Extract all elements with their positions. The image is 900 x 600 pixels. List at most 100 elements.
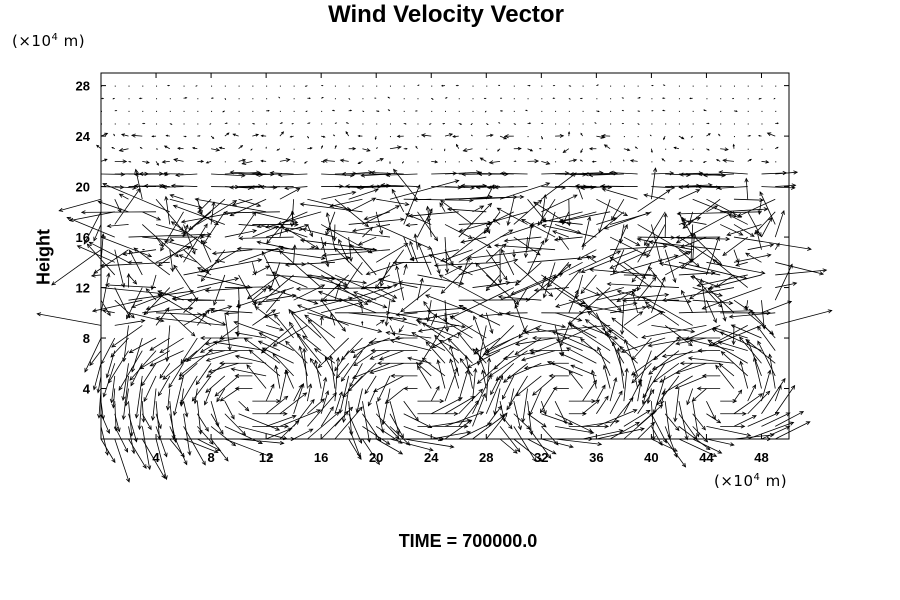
wind-vector: [444, 237, 450, 274]
wind-vector: [293, 85, 295, 87]
wind-vector: [541, 160, 551, 165]
wind-vector: [156, 312, 208, 317]
wind-vector: [485, 337, 528, 356]
wind-vector: [334, 98, 336, 100]
wind-vector: [100, 272, 111, 313]
wind-vector: [521, 388, 528, 423]
wind-vector: [661, 350, 707, 358]
wind-vector: [431, 110, 433, 112]
wind-vector: [396, 134, 404, 138]
wind-vector: [675, 337, 707, 346]
wind-vector: [165, 325, 171, 363]
wind-vector: [387, 96, 391, 99]
wind-vector: [761, 425, 791, 440]
wind-vector: [307, 383, 313, 402]
wind-vector: [111, 325, 143, 348]
wind-vector: [278, 96, 281, 99]
wind-vector: [320, 145, 323, 149]
x-tick-label: 44: [699, 450, 714, 465]
wind-vector: [427, 211, 432, 223]
wind-vector: [277, 172, 308, 178]
wind-vector: [260, 134, 267, 138]
wind-vector: [644, 301, 680, 326]
wind-vector: [649, 134, 652, 137]
wind-vector: [527, 413, 547, 428]
wind-vector: [150, 388, 157, 421]
wind-vector: [385, 172, 418, 178]
wind-vector: [313, 348, 336, 364]
wind-vector: [444, 170, 481, 175]
wind-vector: [246, 364, 267, 389]
wind-vector: [376, 110, 380, 112]
wind-vector: [696, 386, 721, 391]
wind-vector: [472, 85, 474, 87]
wind-vector: [637, 110, 641, 112]
wind-vector: [733, 197, 765, 203]
wind-vector: [696, 184, 734, 189]
wind-vector: [661, 375, 693, 395]
wind-vector: [637, 421, 656, 440]
wind-vector: [252, 133, 260, 137]
wind-vector: [620, 300, 625, 336]
wind-vector: [502, 375, 515, 400]
wind-vector: [579, 97, 583, 100]
wind-vector: [472, 195, 518, 200]
wind-vector: [428, 123, 432, 125]
wind-vector: [490, 375, 501, 396]
wind-vector: [307, 147, 313, 150]
wind-vector: [338, 238, 350, 263]
wind-vector: [307, 224, 314, 238]
wind-vector: [66, 216, 115, 238]
wind-vector: [541, 85, 543, 87]
wind-vector: [199, 337, 226, 353]
wind-vector: [252, 299, 280, 305]
wind-vector: [114, 438, 131, 483]
wind-vector: [417, 325, 459, 333]
wind-vector: [499, 135, 508, 140]
wind-vector: [775, 183, 797, 188]
wind-vector: [613, 249, 625, 275]
wind-vector: [169, 193, 184, 200]
wind-vector: [334, 356, 341, 402]
wind-vector: [720, 411, 747, 416]
x-tick-label: 48: [754, 450, 768, 465]
wind-vector: [105, 350, 116, 379]
wind-vector: [497, 294, 542, 301]
wind-vector: [338, 375, 350, 414]
wind-vector: [266, 211, 294, 245]
wind-vector: [521, 350, 556, 362]
wind-vector: [107, 350, 129, 384]
wind-vector: [357, 236, 377, 246]
wind-vector: [118, 350, 143, 391]
wind-vector: [128, 426, 136, 455]
wind-vector: [263, 312, 280, 319]
wind-vector: [651, 161, 653, 163]
wind-vector: [425, 205, 432, 238]
wind-vector: [775, 110, 777, 112]
wind-vector: [498, 249, 503, 284]
chart-title: Wind Velocity Vector: [328, 1, 564, 28]
wind-vector: [549, 361, 569, 366]
wind-vector: [186, 337, 212, 362]
wind-vector: [623, 148, 631, 152]
wind-vector: [273, 313, 294, 339]
wind-vector: [182, 350, 225, 362]
wind-vector: [440, 199, 473, 225]
wind-vector: [653, 337, 680, 361]
wind-vector: [431, 148, 433, 150]
wind-vector: [643, 211, 666, 246]
wind-vector: [623, 409, 651, 427]
wind-vector: [141, 401, 146, 423]
wind-vector: [761, 377, 786, 414]
wind-vector: [637, 123, 640, 125]
wind-vector: [211, 110, 213, 112]
wind-vector: [495, 362, 515, 382]
wind-vector: [265, 414, 297, 427]
wind-vector: [458, 110, 460, 112]
wind-vector: [761, 412, 791, 427]
wind-vector: [389, 145, 402, 150]
wind-vector: [472, 236, 492, 248]
wind-vector: [170, 221, 212, 251]
wind-vector: [707, 287, 735, 314]
wind-vector: [162, 185, 184, 190]
